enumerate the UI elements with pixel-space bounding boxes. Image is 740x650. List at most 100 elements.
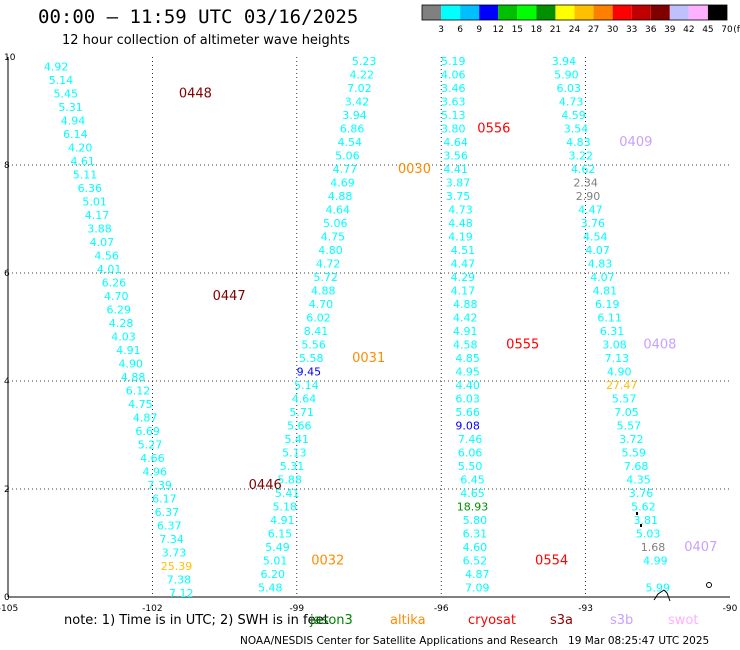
wave-height-value: 5.27	[138, 439, 163, 452]
wave-height-value: 5.03	[636, 528, 661, 541]
wave-height-value: 9.45	[297, 366, 322, 379]
pass-number-label: 0409	[619, 135, 652, 150]
wave-height-value: 5.18	[273, 501, 298, 514]
wave-height-value: 6.11	[597, 312, 622, 325]
y-tick-label: 2	[4, 485, 10, 495]
wave-height-value: 18.93	[457, 501, 489, 514]
wave-height-value: 1.68	[641, 541, 666, 554]
satellite-legend-swot: swot	[668, 613, 699, 628]
wave-height-value: 5.90	[554, 69, 579, 82]
y-tick-label: 10	[4, 53, 16, 63]
wave-height-value: 5.99	[646, 582, 671, 595]
pass-number-label: 0407	[684, 540, 717, 555]
axis-ticks: -105 -102 -99 -96 -93 -90 0 2 4 6 8 10	[0, 53, 738, 614]
wave-height-value: 5.19	[441, 55, 466, 68]
wave-height-value: 3.42	[345, 96, 370, 109]
wave-height-value: 27.47	[606, 379, 638, 392]
wave-height-value: 3.75	[446, 190, 471, 203]
wave-height-value: 7.09	[465, 582, 490, 595]
wave-height-value: 4.61	[70, 155, 95, 168]
wave-height-value: 3.22	[569, 150, 594, 163]
colorbar-label: 6	[457, 25, 463, 35]
colorbar-swatch	[707, 5, 727, 20]
wave-height-value: 4.58	[453, 339, 478, 352]
wave-height-value: 6.26	[102, 277, 127, 290]
colorbar-label: 24	[569, 25, 581, 35]
colorbar-swatch	[441, 5, 461, 20]
wave-height-value: 7.05	[614, 406, 639, 419]
wave-height-value: 6.29	[106, 304, 131, 317]
wave-height-value: 3.94	[552, 55, 577, 68]
wave-height-value: 5.88	[277, 474, 302, 487]
wave-height-value: 2.34	[573, 177, 598, 190]
wave-height-value: 6.03	[557, 82, 582, 95]
wave-height-value: 4.29	[451, 271, 476, 284]
wave-height-value: 3.08	[602, 339, 627, 352]
wave-height-value: 6.17	[152, 493, 177, 506]
wave-height-value: 5.14	[294, 379, 319, 392]
wave-height-value: 4.65	[460, 487, 485, 500]
colorbar-border	[421, 4, 728, 21]
wave-height-value: 3.56	[443, 150, 468, 163]
wave-height-value: 6.31	[463, 528, 488, 541]
wave-height-value: 4.54	[583, 231, 608, 244]
wave-height-value: 5.23	[352, 55, 377, 68]
wave-height-value: 25.39	[161, 560, 193, 573]
pass-number-label: 0555	[506, 338, 539, 353]
wave-height-value: 5.80	[463, 514, 488, 527]
colorbar-swatch	[669, 5, 689, 20]
wave-height-value: 4.70	[309, 298, 334, 311]
island-mark	[706, 582, 712, 588]
wave-height-value: 5.13	[441, 109, 466, 122]
colorbar-swatch	[536, 5, 556, 20]
colorbar-label: 21	[550, 25, 561, 35]
colorbar-label: (ft)	[733, 25, 740, 35]
wave-height-value: 7.46	[458, 433, 483, 446]
footer-credit: NOAA/NESDIS Center for Satellite Applica…	[240, 635, 710, 647]
pass-number-label: 0556	[477, 122, 510, 137]
x-tick-label: -90	[723, 604, 738, 614]
plot-area	[7, 57, 730, 598]
colorbar-swatch	[460, 5, 480, 20]
wave-height-value: 8.41	[304, 325, 329, 338]
wave-height-value: 4.66	[140, 452, 165, 465]
wave-height-value: 5.62	[631, 501, 656, 514]
wave-height-value: 4.87	[465, 568, 490, 581]
colorbar-swatch	[631, 5, 651, 20]
wave-height-value: 5.66	[287, 420, 312, 433]
wave-height-value: 4.07	[90, 236, 115, 249]
wave-height-value: 5.50	[458, 460, 483, 473]
wave-height-value: 4.47	[451, 258, 476, 271]
wave-height-value: 5.66	[455, 406, 480, 419]
x-tick-label: -105	[0, 604, 18, 614]
wave-height-value: 3.63	[441, 96, 466, 109]
wave-height-value: 5.06	[335, 150, 360, 163]
colorbar-label: 3	[438, 25, 444, 35]
wave-height-value: 4.73	[559, 96, 584, 109]
wave-height-value: 5.72	[313, 271, 338, 284]
x-tick-label: -93	[578, 604, 593, 614]
satellite-legend-altika: altika	[390, 613, 426, 628]
wave-height-value: 4.22	[350, 69, 375, 82]
wave-height-value: 5.06	[323, 217, 348, 230]
wave-height-value: 5.31	[58, 101, 83, 114]
wave-height-value: 4.64	[325, 204, 350, 217]
wave-height-value: 4.94	[61, 115, 86, 128]
colorbar-swatch	[612, 5, 632, 20]
wave-height-value: 6.06	[458, 447, 483, 460]
colorbar-swatch	[422, 5, 442, 20]
pass-number-label: 0554	[535, 554, 568, 569]
wave-height-value: 4.70	[104, 290, 129, 303]
wave-height-value: 4.07	[585, 244, 610, 257]
wave-height-value: 5.41	[285, 433, 310, 446]
y-tick-label: 8	[4, 161, 10, 171]
y-tick-label: 4	[4, 377, 10, 387]
wave-height-value: 5.41	[275, 487, 300, 500]
satellite-legend-jason3: jason3	[310, 613, 353, 628]
wave-height-value: 4.20	[68, 142, 93, 155]
wave-height-value: 4.91	[116, 344, 141, 357]
wave-height-value: 4.41	[443, 163, 468, 176]
wave-height-value: 4.75	[128, 398, 153, 411]
satellite-legend-s3b: s3b	[610, 613, 634, 628]
